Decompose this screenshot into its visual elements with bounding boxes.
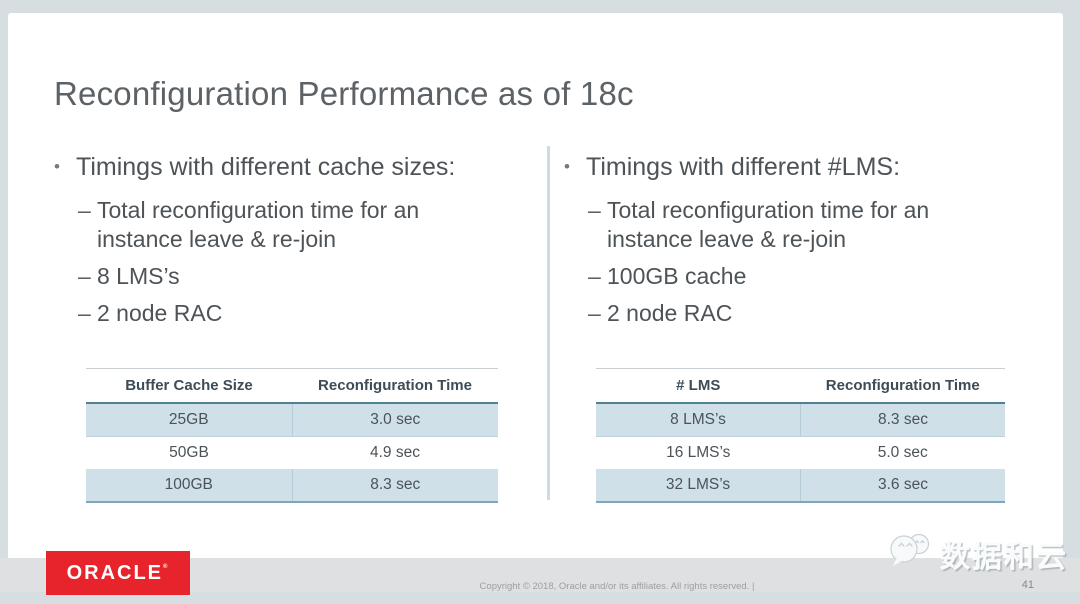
table-cell: 8 LMS’s [596,403,801,437]
table-header-row: Buffer Cache Size Reconfiguration Time [86,368,498,404]
right-sub-bullet-2-text: 100GB cache [607,263,747,289]
right-sub-bullet-3-text: 2 node RAC [607,300,733,326]
table-row: 50GB 4.9 sec [86,437,498,470]
table-cell: 25GB [86,403,292,437]
table-header-cell: # LMS [596,368,801,404]
left-heading-text: Timings with different cache sizes: [76,153,456,181]
left-sub-bullet-2-text: 8 LMS’s [97,263,180,289]
table-row: 100GB 8.3 sec [86,469,498,503]
left-heading-bullet: • Timings with different cache sizes: [54,151,522,183]
right-column: • Timings with different #LMS: – Total r… [564,151,1032,336]
watermark: 数据和云 [888,530,1068,577]
table-row: 25GB 3.0 sec [86,403,498,437]
table-cell: 4.9 sec [370,444,420,461]
table-header-cell: Reconfiguration Time [292,368,498,404]
left-sub-bullet-3: – 2 node RAC [78,299,522,328]
registered-mark: ® [163,563,170,570]
table-cell: 32 LMS’s [596,469,801,503]
table-row: 8 LMS’s 8.3 sec [596,403,1005,437]
dash-icon: – [588,263,601,289]
left-sub-bullet-1-text: Total reconfiguration time for an instan… [97,197,420,252]
table-cell: 3.0 sec [291,403,498,437]
table-cell: 8.3 sec [800,403,1005,437]
page-number: 41 [1021,579,1034,591]
slide: Reconfiguration Performance as of 18c • … [8,13,1063,558]
left-sub-bullet-3-text: 2 node RAC [97,300,223,326]
cache-size-table: Buffer Cache Size Reconfiguration Time 2… [86,368,498,503]
right-sub-bullet-3: – 2 node RAC [588,299,1032,328]
table-cell: 8.3 sec [291,469,498,503]
right-sub-bullet-1: – Total reconfiguration time for an inst… [588,196,1032,254]
left-sub-bullet-1: – Total reconfiguration time for an inst… [78,196,522,254]
table-cell: 3.6 sec [800,469,1005,503]
dash-icon: – [588,300,601,326]
watermark-text: 数据和云 [940,540,1068,574]
dash-icon: – [78,300,91,326]
table-header-cell: Reconfiguration Time [800,368,1005,404]
dash-icon: – [78,197,91,223]
right-sub-bullet-2: – 100GB cache [588,262,1032,291]
dash-icon: – [78,263,91,289]
column-divider [547,146,550,500]
table-row: 16 LMS’s 5.0 sec [596,437,1005,470]
lms-count-table: # LMS Reconfiguration Time 8 LMS’s 8.3 s… [596,368,1005,503]
table-cell: 16 LMS’s [666,444,731,461]
oracle-logo: ORACLE® [46,551,190,595]
dash-icon: – [588,197,601,223]
slide-title: Reconfiguration Performance as of 18c [54,75,634,112]
table-cell: 100GB [86,469,292,503]
table-cell: 50GB [169,444,209,461]
chat-bubbles-logo-icon [888,530,936,577]
left-column: • Timings with different cache sizes: – … [54,151,522,336]
table-header-cell: Buffer Cache Size [86,368,292,404]
table-row: 32 LMS’s 3.6 sec [596,469,1005,503]
right-heading-bullet: • Timings with different #LMS: [564,151,1032,183]
right-heading-text: Timings with different #LMS: [586,153,901,181]
bullet-dot-icon: • [54,157,60,176]
left-sub-bullet-2: – 8 LMS’s [78,262,522,291]
table-cell: 5.0 sec [877,444,928,461]
right-sub-bullet-1-text: Total reconfiguration time for an instan… [607,197,930,252]
oracle-logo-text: ORACLE [66,561,164,584]
copyright-text: Copyright © 2018, Oracle and/or its affi… [479,581,755,592]
table-header-row: # LMS Reconfiguration Time [596,368,1005,404]
bullet-dot-icon: • [564,157,570,176]
